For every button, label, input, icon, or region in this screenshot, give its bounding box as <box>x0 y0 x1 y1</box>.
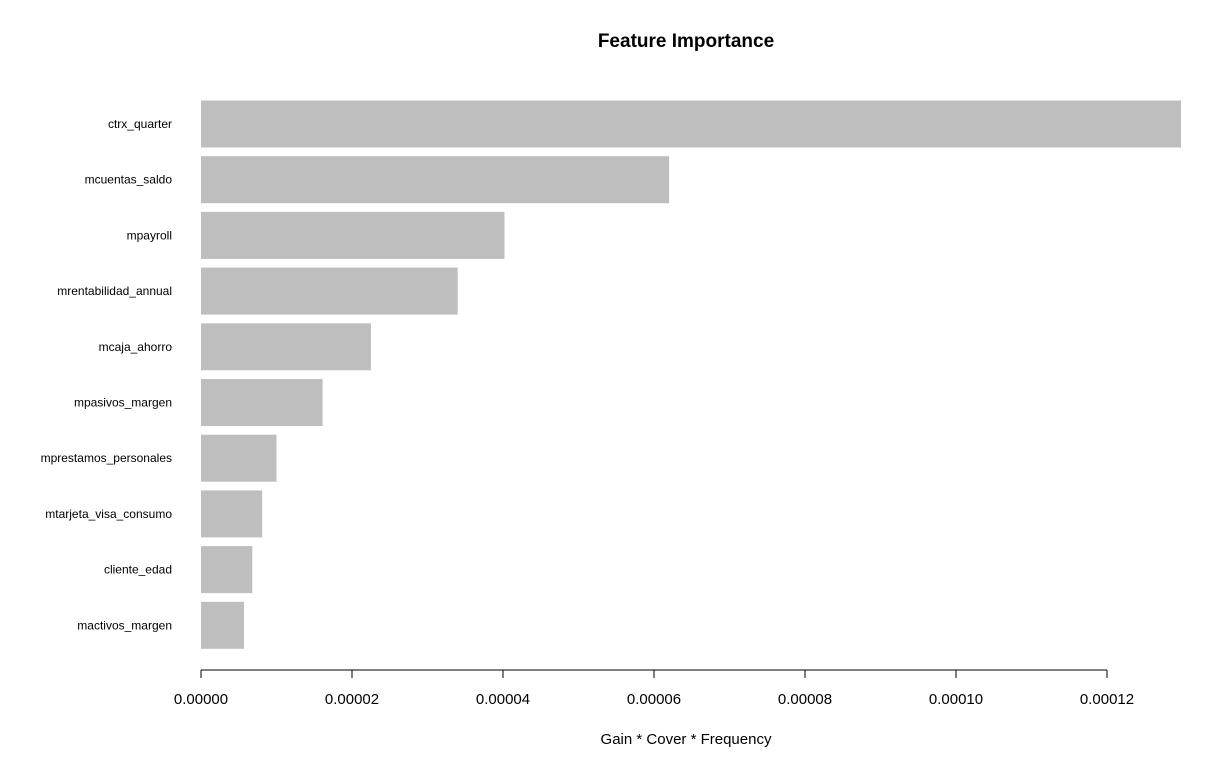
category-label: mpayroll <box>127 228 172 242</box>
x-tick-label: 0.00008 <box>778 691 832 708</box>
bar-cliente_edad <box>201 546 253 594</box>
category-label: mprestamos_personales <box>41 451 172 465</box>
category-label: mpasivos_margen <box>74 396 172 410</box>
chart-title: Feature Importance <box>598 31 774 52</box>
category-label: mrentabilidad_annual <box>57 284 172 298</box>
x-axis-ticks: 0.00000 0.00002 0.00004 0.00006 0.00008 0.000… <box>174 670 1134 708</box>
bar-mprestamos_personales <box>201 434 277 482</box>
bar-mpasivos_margen <box>201 379 323 426</box>
bar-mtarjeta_visa_consumo <box>201 490 263 538</box>
category-labels: ctrx_quarter mcuentas_saldo mpayroll mrenta… <box>41 117 173 632</box>
category-label: mcuentas_saldo <box>85 173 173 187</box>
bar-mpayroll <box>201 211 505 259</box>
bar-mactivos_margen <box>201 601 244 649</box>
bar-mcaja_ahorro <box>201 323 371 371</box>
x-tick-label: 0.00012 <box>1080 691 1134 708</box>
category-label: cliente_edad <box>104 563 172 577</box>
category-label: ctrx_quarter <box>108 117 172 131</box>
bar-ctrx_quarter <box>201 100 1181 148</box>
x-tick-label: 0.00002 <box>325 691 379 708</box>
bars-group <box>201 100 1181 649</box>
bar-mrentabilidad_annual <box>201 267 458 315</box>
x-tick-label: 0.00004 <box>476 691 530 708</box>
x-tick-label: 0.00006 <box>627 691 681 708</box>
x-tick-label: 0.00010 <box>929 691 983 708</box>
category-label: mcaja_ahorro <box>99 340 173 354</box>
category-label: mactivos_margen <box>77 618 172 632</box>
x-tick-label: 0.00000 <box>174 691 228 708</box>
bar-mcuentas_saldo <box>201 156 670 204</box>
category-label: mtarjeta_visa_consumo <box>45 507 172 521</box>
x-axis-title: Gain * Cover * Frequency <box>601 731 772 748</box>
